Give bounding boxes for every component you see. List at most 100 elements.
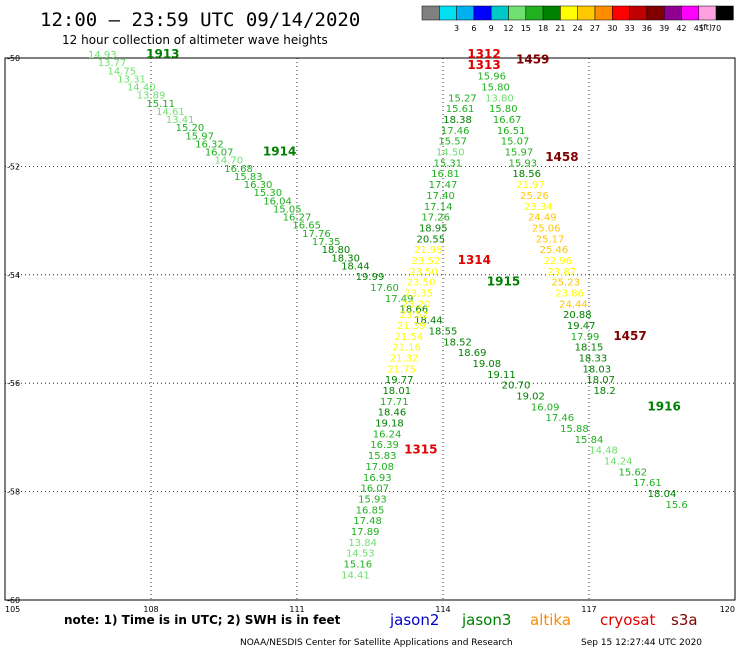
swh-value: 23.50: [409, 267, 438, 278]
colorbar-tick-label: 3: [454, 24, 459, 33]
swh-value: 18.95: [419, 223, 448, 234]
pass-label: 1459: [516, 52, 549, 66]
swh-value: 17.46: [545, 413, 574, 424]
swh-value: 18.07: [586, 375, 615, 386]
swh-value: 14.40: [127, 83, 156, 94]
pass-label: 1314: [458, 253, 491, 267]
colorbar-swatch: [663, 5, 682, 21]
swh-value: 17.99: [571, 332, 600, 343]
swh-value: 17.08: [365, 462, 394, 473]
y-tick-label: -58: [7, 488, 20, 497]
swh-value: 18.66: [399, 305, 428, 316]
colorbar-swatch: [439, 5, 457, 21]
swh-value: 18.2: [593, 386, 615, 397]
colorbar-swatch: [525, 5, 544, 21]
swh-value: 21.32: [390, 354, 419, 365]
swh-value: 15.30: [253, 188, 282, 199]
swh-value: 13.89: [137, 91, 166, 102]
swh-value: 13.80: [485, 93, 514, 104]
swh-value: 23.20: [402, 299, 431, 310]
y-tick-label: -54: [7, 271, 20, 280]
colorbar-swatch: [490, 5, 509, 21]
swh-value: 15.93: [358, 494, 387, 505]
colorbar-tick-label: 21: [555, 24, 565, 33]
pass-label: 1458: [545, 150, 578, 164]
swh-value: 16.27: [283, 213, 312, 224]
swh-value: 15.62: [618, 467, 647, 478]
swh-value: 16.65: [292, 221, 321, 232]
y-tick-label: -52: [7, 162, 20, 171]
swh-value: 15.88: [560, 424, 589, 435]
swh-value: 14.50: [436, 148, 465, 159]
pass-label: 1313: [467, 58, 500, 72]
swh-value: 15.61: [446, 104, 475, 115]
swh-value: 16.68: [224, 164, 253, 175]
x-tick-label: 105: [5, 605, 20, 614]
swh-value: 18.04: [648, 489, 677, 500]
colorbar-tick-label: 18: [538, 24, 548, 33]
swh-value: 15.11: [146, 99, 175, 110]
swh-value: 15.83: [234, 172, 263, 183]
swh-value: 15.97: [185, 131, 214, 142]
data-points: 14.9313.7714.7513.3114.4013.8915.1114.61…: [88, 50, 688, 581]
pass-label: 1315: [404, 443, 437, 457]
swh-value: 17.49: [385, 294, 414, 305]
swh-value: 24.49: [528, 213, 557, 224]
colorbar-swatch: [473, 5, 492, 21]
colorbar-tick-label: 27: [590, 24, 600, 33]
colorbar: 3 6 9 12 15 18 21 24 27 30 33 36 39 42 45 70: [421, 5, 734, 33]
swh-value: 13.31: [117, 74, 146, 85]
swh-value: 20.70: [502, 381, 531, 392]
swh-value: 24.44: [559, 299, 588, 310]
swh-value: 18.03: [582, 364, 611, 375]
swh-value: 17.35: [312, 237, 341, 248]
swh-value: 15.27: [448, 93, 477, 104]
swh-value: 14.61: [156, 107, 185, 118]
swh-value: 19.02: [516, 391, 545, 402]
swh-value: 23.34: [524, 202, 553, 213]
swh-value: 15.93: [508, 158, 537, 169]
colorbar-tick-label: 6: [471, 24, 476, 33]
swh-value: 18.33: [579, 354, 608, 365]
swh-value: 16.24: [373, 429, 402, 440]
swh-value: 21.98: [414, 245, 443, 256]
swh-value: 18.46: [378, 408, 407, 419]
colorbar-swatch: [560, 5, 578, 21]
swh-value: 18.80: [322, 245, 351, 256]
colorbar-swatch: [629, 5, 648, 21]
legend-item: jason2: [389, 611, 439, 629]
swh-value: 13.84: [348, 538, 377, 549]
chart-title: 12:00 – 23:59 UTC 09/14/2020: [40, 9, 360, 31]
swh-value: 15.84: [575, 435, 604, 446]
y-tick-label: -56: [7, 379, 20, 388]
swh-value: 17.60: [370, 283, 399, 294]
x-tick-label: 120: [720, 605, 735, 614]
colorbar-tick-label: 45: [694, 24, 704, 33]
x-tick-label: 114: [435, 605, 450, 614]
swh-value: 15.16: [344, 559, 373, 570]
swh-value: 16.81: [431, 169, 460, 180]
swh-value: 25.17: [536, 234, 565, 245]
swh-value: 19.08: [472, 359, 501, 370]
legend-item: altika: [530, 611, 571, 629]
x-tick-label: 111: [289, 605, 304, 614]
x-tick-label: 117: [581, 605, 596, 614]
legend-item: cryosat: [600, 611, 655, 629]
swh-value: 16.30: [244, 180, 273, 191]
colorbar-tick-label: 33: [625, 24, 635, 33]
swh-value: 18.55: [429, 326, 458, 337]
colorbar-swatch: [698, 5, 717, 21]
colorbar-tick-label: 24: [573, 24, 583, 33]
y-tick-labels: -50 -52 -54 -56 -58 -60: [7, 54, 20, 605]
swh-value: 23.50: [407, 278, 436, 289]
chart-subtitle: 12 hour collection of altimeter wave hei…: [62, 33, 328, 47]
swh-value: 21.54: [395, 332, 424, 343]
swh-value: 14.41: [341, 570, 370, 581]
x-tick-labels: 105 108 111 114 117 120: [5, 605, 735, 614]
swh-value: 16.85: [356, 505, 385, 516]
swh-value: 15.6: [665, 500, 687, 511]
swh-value: 23.52: [399, 310, 428, 321]
colorbar-tick-label: 36: [642, 24, 652, 33]
swh-value: 21.16: [392, 343, 421, 354]
